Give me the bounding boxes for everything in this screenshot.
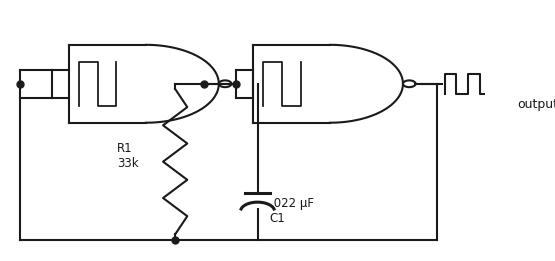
- Text: output: output: [517, 98, 555, 111]
- Text: .022 μF
C1: .022 μF C1: [270, 198, 314, 226]
- Text: R1
33k: R1 33k: [117, 143, 139, 170]
